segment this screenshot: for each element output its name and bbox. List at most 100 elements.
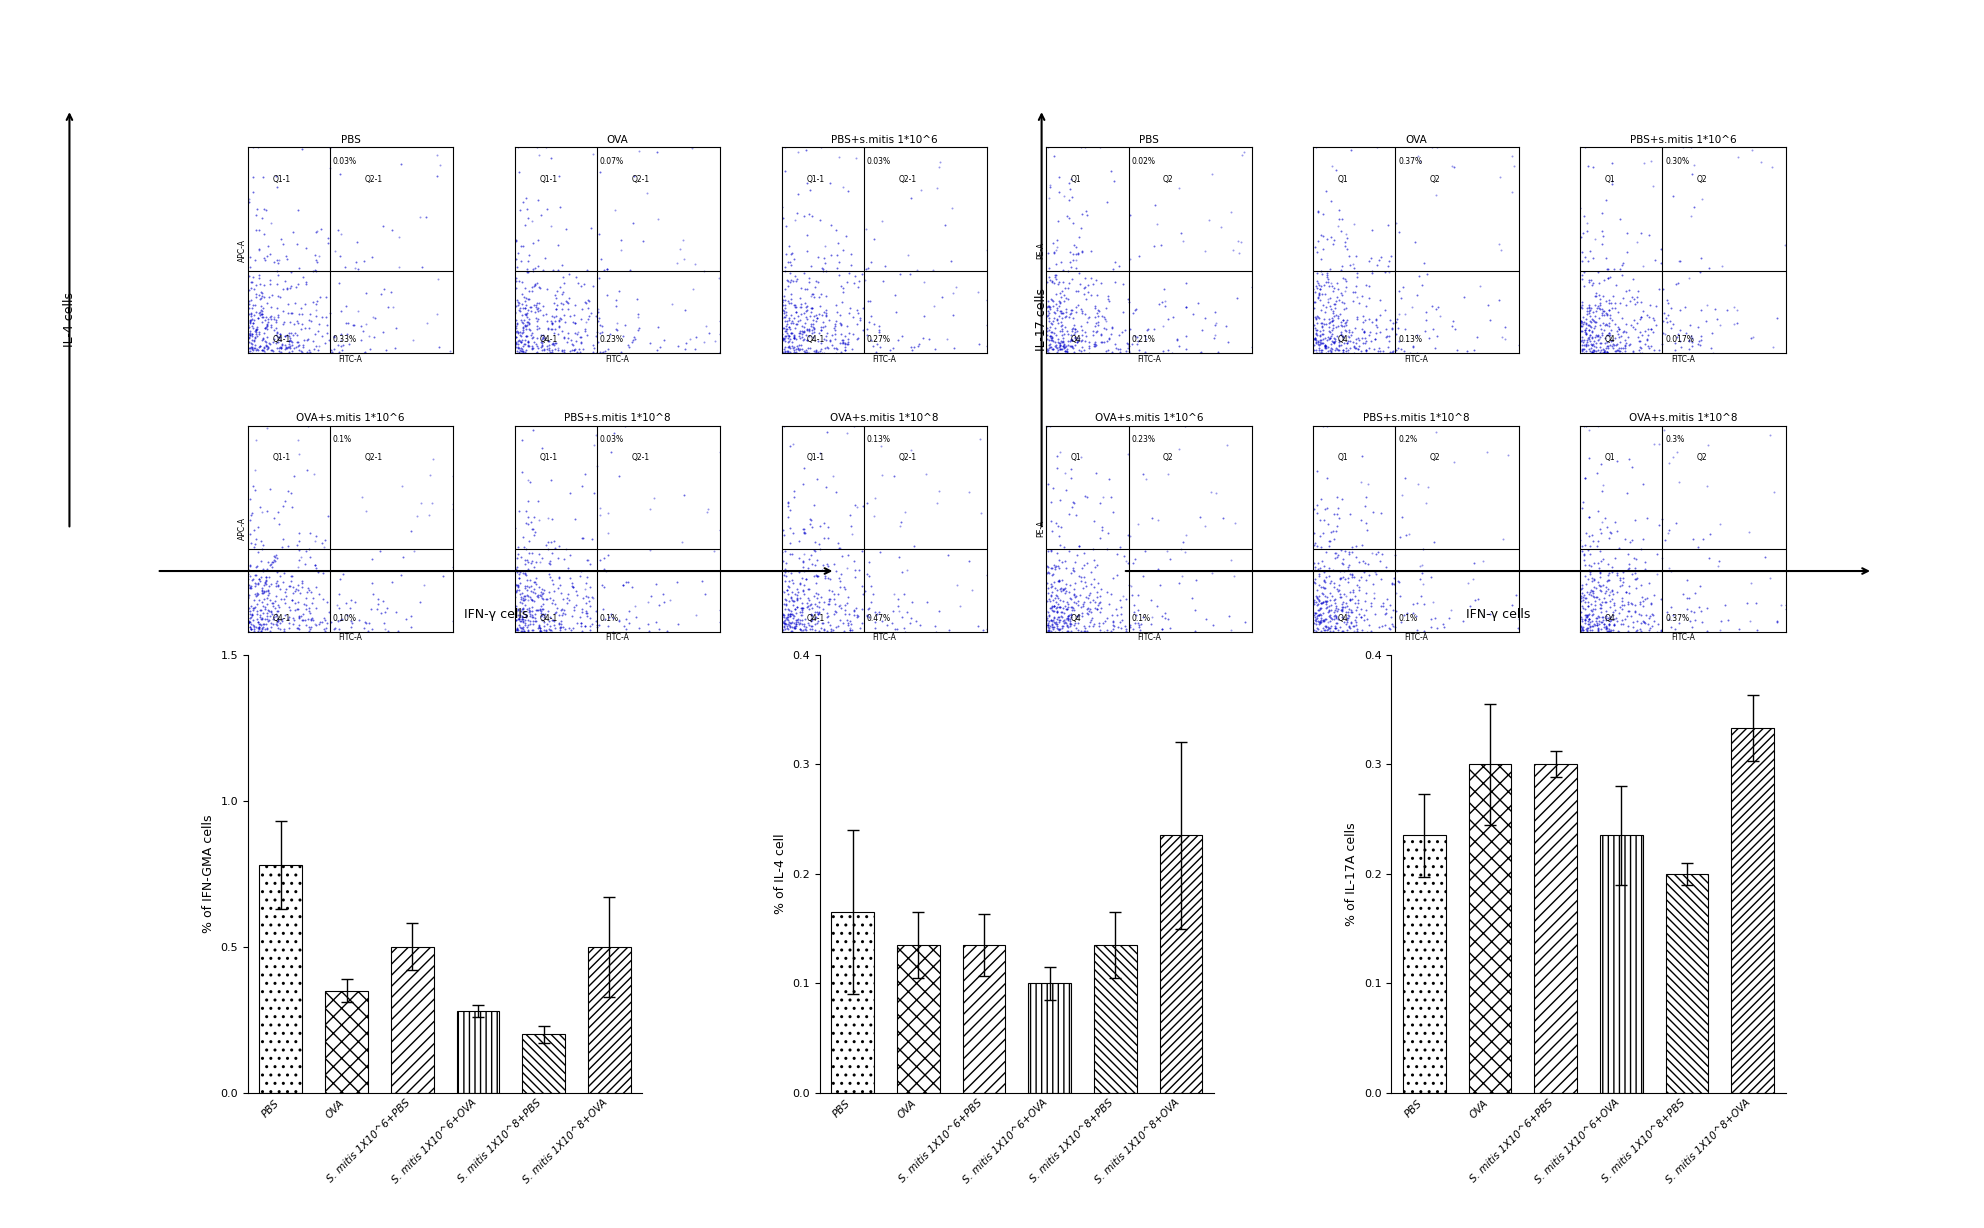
Point	[1309, 339, 1341, 359]
Point	[323, 585, 355, 604]
Point	[1682, 538, 1714, 558]
Point	[829, 226, 861, 246]
Point	[514, 607, 546, 626]
Point	[502, 620, 534, 640]
Point	[1629, 559, 1661, 578]
Point	[536, 313, 567, 333]
Point	[1319, 338, 1351, 357]
Point	[569, 586, 601, 605]
Point	[1617, 269, 1649, 289]
Point	[528, 620, 559, 640]
Point	[510, 564, 542, 583]
Point	[1042, 343, 1073, 362]
Point	[1069, 322, 1101, 341]
Point	[1393, 524, 1425, 544]
Point	[544, 619, 575, 639]
Point	[770, 581, 802, 600]
Point	[1298, 340, 1329, 360]
Point	[835, 339, 867, 359]
Point	[1091, 193, 1123, 212]
Point	[853, 291, 885, 311]
Point	[1044, 613, 1075, 632]
Point	[1093, 329, 1125, 349]
Point	[345, 316, 377, 335]
Point	[310, 307, 341, 327]
Point	[1581, 615, 1613, 635]
Point	[286, 341, 317, 361]
Point	[286, 341, 317, 361]
Point	[1704, 515, 1736, 534]
Point	[796, 316, 827, 335]
Point	[508, 621, 540, 641]
Point	[1629, 322, 1661, 341]
Point	[282, 336, 313, 356]
Point	[1042, 516, 1073, 535]
Point	[538, 610, 569, 630]
Point	[1075, 285, 1107, 305]
Point	[1073, 275, 1105, 295]
Point	[853, 312, 885, 332]
Point	[1052, 279, 1083, 298]
Point	[510, 295, 542, 314]
Point	[250, 501, 282, 521]
Point	[1442, 340, 1474, 360]
Point	[294, 621, 325, 641]
Point	[1317, 314, 1349, 334]
Point	[1738, 328, 1770, 348]
Point	[944, 596, 976, 615]
Point	[329, 296, 361, 316]
Point	[300, 260, 331, 280]
Point	[1085, 519, 1117, 539]
Point	[1046, 303, 1077, 323]
Point	[329, 313, 361, 333]
Point	[272, 303, 304, 323]
Point	[1032, 344, 1063, 363]
Point	[831, 610, 863, 630]
Point	[1625, 620, 1657, 640]
Point	[1303, 604, 1335, 624]
Point	[677, 279, 708, 298]
Point	[252, 607, 284, 626]
Point	[266, 588, 298, 608]
Point	[524, 616, 556, 636]
Point	[788, 206, 819, 226]
Point	[770, 613, 802, 632]
Point	[780, 599, 811, 619]
Point	[548, 549, 579, 569]
Point	[798, 318, 829, 338]
Point	[591, 259, 623, 279]
Point	[1621, 327, 1653, 346]
Point	[1623, 281, 1655, 301]
Point	[1300, 333, 1331, 352]
Point	[526, 325, 558, 345]
Point	[774, 518, 806, 538]
Point	[575, 596, 607, 615]
Point	[266, 335, 298, 355]
Point	[827, 279, 859, 298]
Point	[234, 247, 266, 266]
Point	[778, 328, 809, 348]
Point	[500, 232, 532, 252]
Point	[1101, 544, 1133, 564]
Point	[1184, 341, 1216, 361]
Point	[1357, 262, 1389, 281]
Point	[1589, 618, 1621, 637]
Point	[825, 330, 857, 350]
Text: 0.03%: 0.03%	[599, 435, 623, 445]
X-axis label: FITC-A: FITC-A	[1671, 634, 1694, 642]
Point	[244, 324, 276, 344]
Point	[565, 328, 597, 348]
Point	[1565, 618, 1597, 637]
Point	[518, 620, 550, 640]
Point	[1565, 316, 1597, 335]
Point	[262, 615, 294, 635]
Point	[532, 332, 563, 351]
Point	[776, 589, 807, 609]
Point	[1206, 508, 1238, 528]
Point	[232, 621, 264, 641]
Point	[1091, 539, 1123, 559]
Point	[1403, 474, 1434, 494]
Point	[536, 609, 567, 629]
Point	[1575, 343, 1607, 362]
Point	[248, 597, 280, 616]
